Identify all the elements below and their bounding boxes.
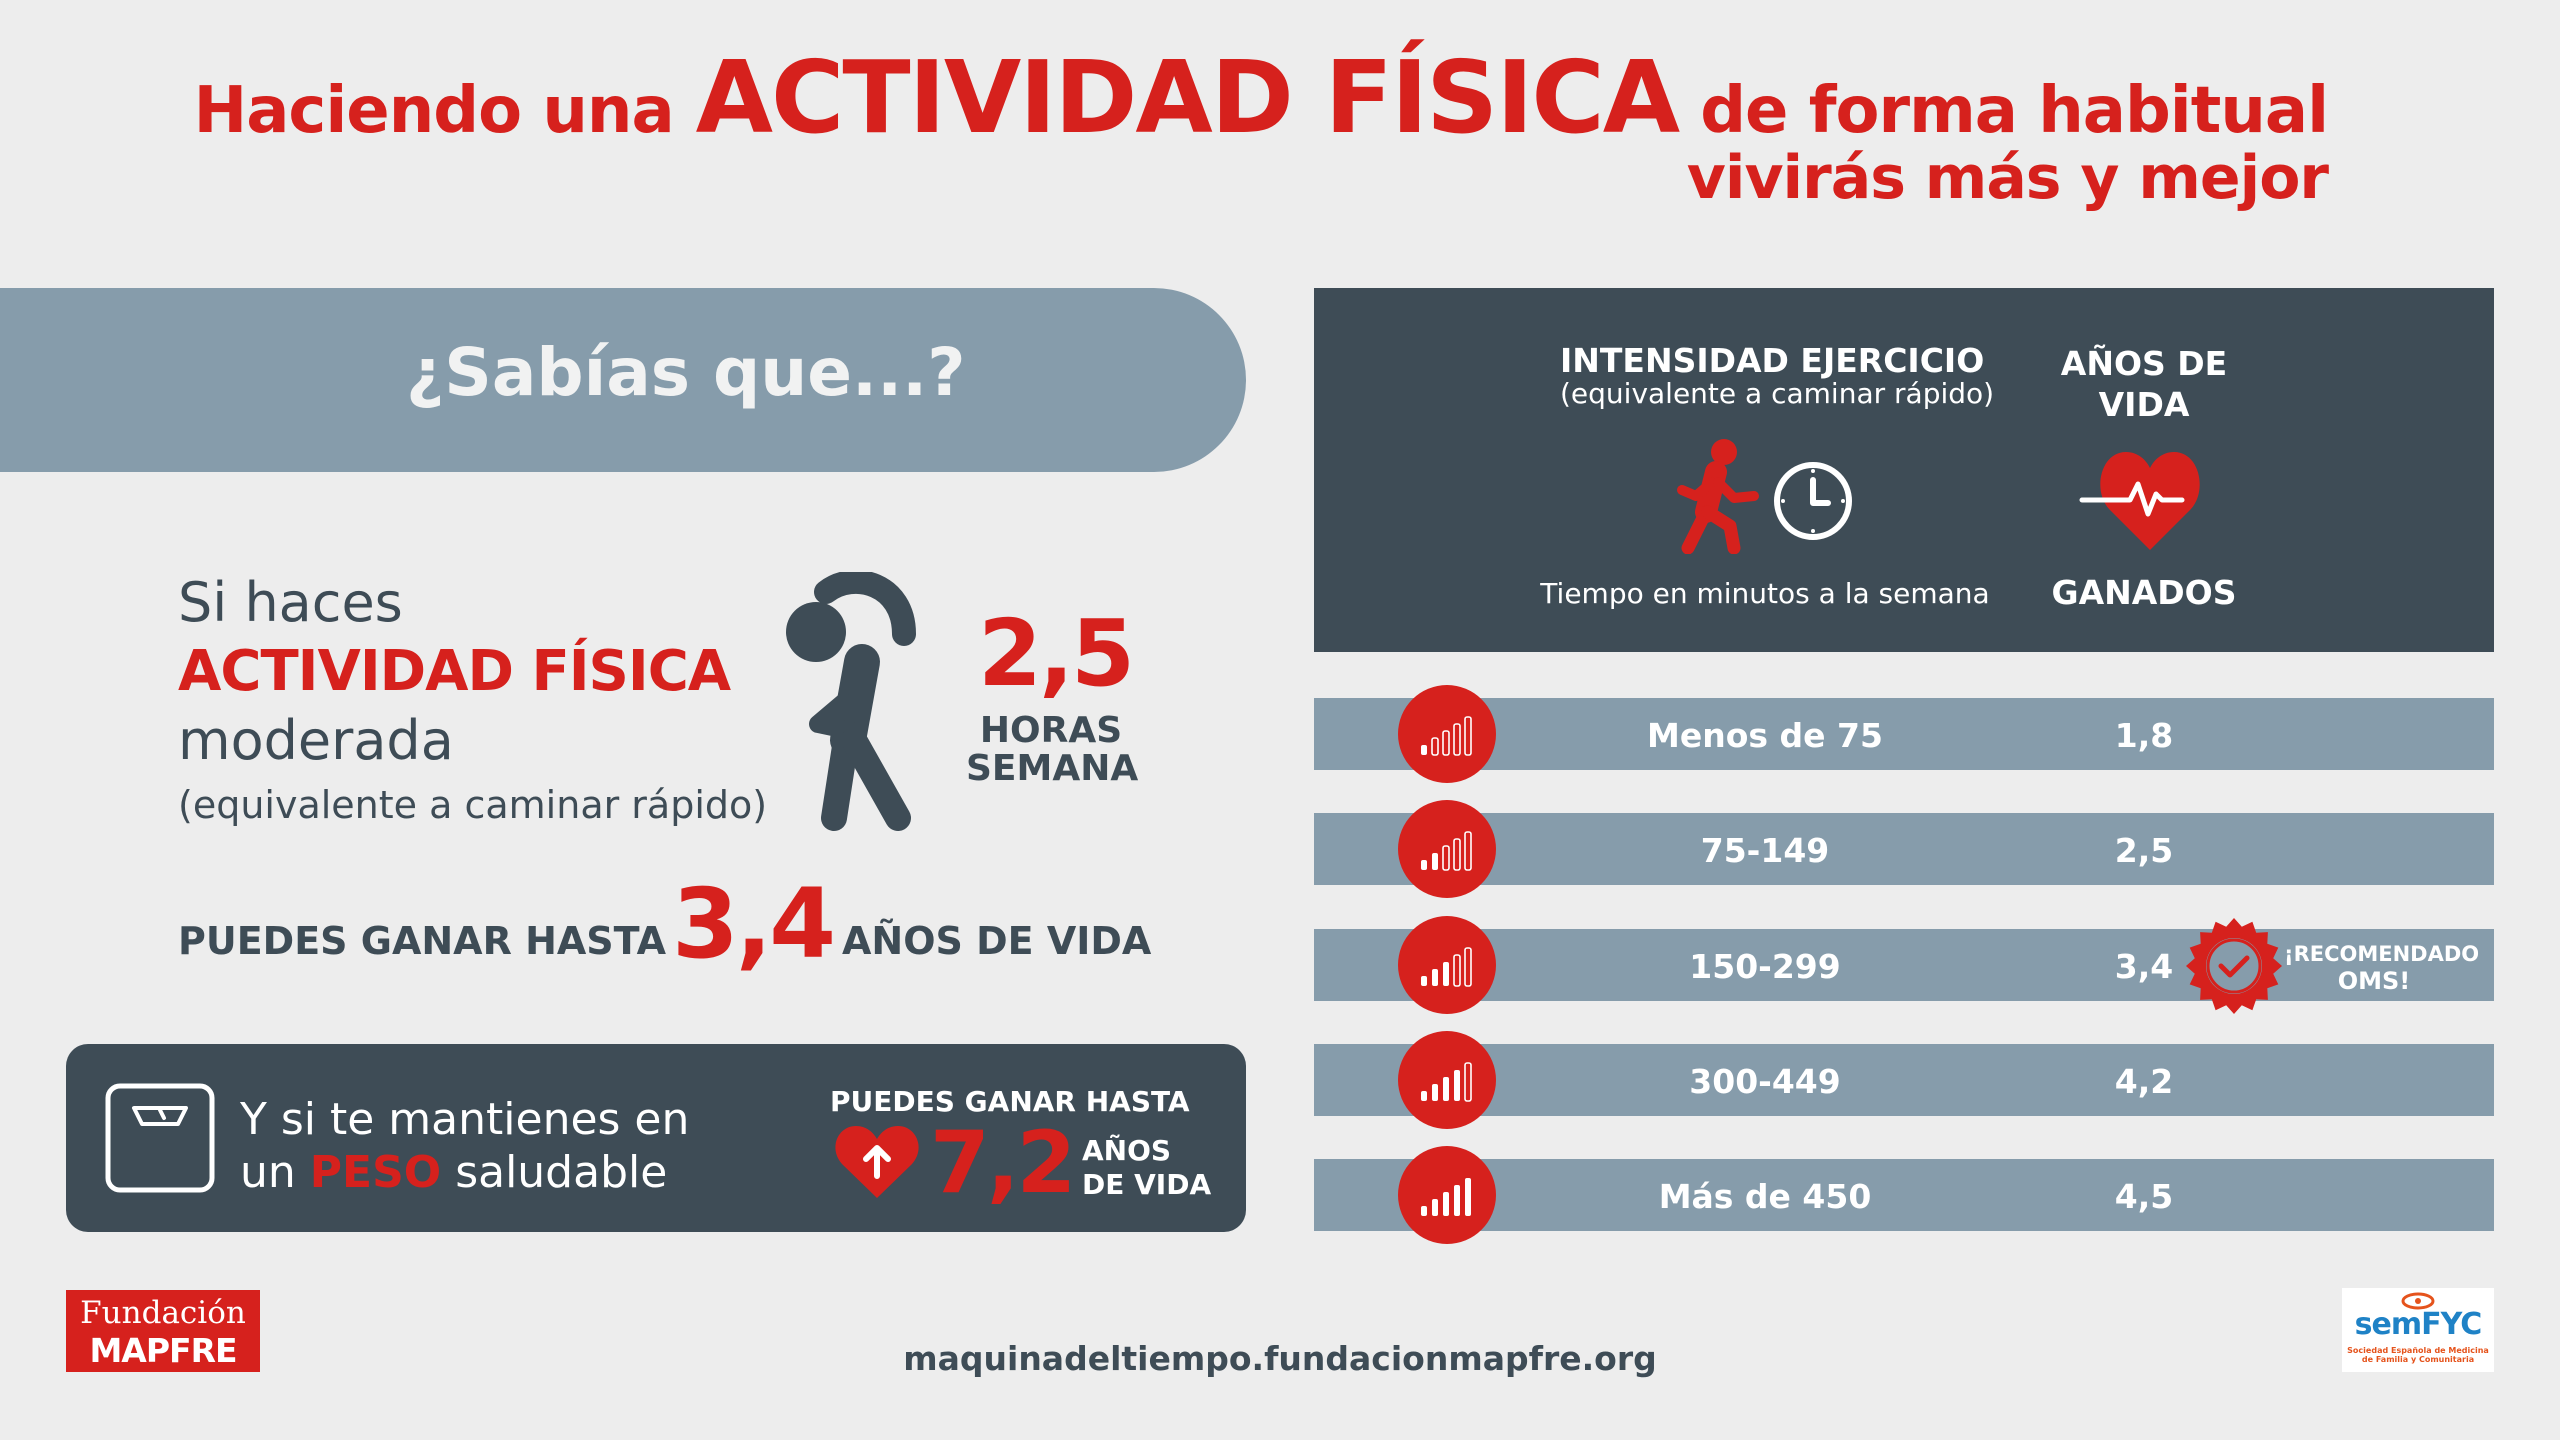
equivalente-text: (equivalente a caminar rápido) [178,783,768,827]
row-range: Más de 450 [1658,1177,1872,1216]
row-range: 300-449 [1689,1062,1841,1101]
peso-years-label: AÑOS DE VIDA [1082,1134,1211,1201]
row-years: 3,4 [2114,947,2174,986]
row-years: 4,2 [2114,1062,2174,1101]
check-badge-icon [2186,918,2282,1014]
col2-foot: GANADOS [2051,573,2237,612]
peso-text: Y si te mantienes en un PESO saludable [240,1094,689,1200]
recommended-2: OMS! [2337,967,2411,996]
col1-title: INTENSIDAD EJERCICIO [1560,341,1985,380]
title-suffix: de forma habitual [1700,74,2329,148]
clock-icon [1774,462,1852,540]
title-line-2: vivirás más y mejor [1686,143,2329,213]
hours-label-1: HORAS [979,710,1123,751]
signal-bar [1432,1084,1438,1101]
signal-bars-icon [1398,800,1496,898]
gain-prefix: PUEDES GANAR HASTA [178,919,667,963]
signal-bar [1432,969,1438,986]
signal-bars-icon [1398,916,1496,1014]
website-url[interactable]: maquinadeltiempo.fundacionmapfre.org [903,1339,1657,1378]
col1-sub: (equivalente a caminar rápido) [1560,377,1995,410]
title-line-1: Haciendo una ACTIVIDAD FÍSICA de forma hab… [193,48,2329,148]
row-range: 75-149 [1700,831,1830,870]
signal-bar [1454,1070,1460,1101]
scale-icon [105,1083,215,1193]
signal-bars-icon [1398,1031,1496,1129]
row-years: 1,8 [2114,716,2174,755]
peso-box [66,1044,1246,1232]
row-range: Menos de 75 [1647,716,1883,755]
sabias-banner [0,288,1246,472]
signal-bar [1453,954,1461,987]
row-years: 2,5 [2114,831,2174,870]
peso-years-2: DE VIDA [1082,1167,1212,1201]
signal-bar [1432,853,1438,870]
table-row [1314,1159,2494,1231]
table-header [1314,288,2494,652]
hours-label-2: SEMANA [966,747,1139,789]
signal-bar [1432,1199,1438,1216]
mapfre-logo-line-2: MAPFRE [89,1331,237,1370]
signal-bars-icon [1398,1146,1496,1244]
signal-bar [1464,1062,1472,1102]
gain-value: 3,4 [672,868,836,980]
peso-un: un [240,1146,296,1198]
peso-saludable: saludable [455,1146,668,1198]
mapfre-logo-line-1: Fundación [80,1295,246,1331]
signal-bar [1421,745,1427,755]
signal-bar [1421,1091,1427,1101]
recommended-label: ¡RECOMENDADO OMS! [2284,942,2480,996]
hours-value: 2,5 [978,600,1135,707]
signal-bar [1421,976,1427,986]
row-range: 150-299 [1689,947,1841,986]
signal-bar [1443,1077,1449,1101]
col1-foot: Tiempo en minutos a la semana [1540,577,1990,610]
signal-bars-icon [1398,685,1496,783]
signal-bar [1464,947,1472,987]
title-highlight: ACTIVIDAD FÍSICA [695,39,1681,156]
signal-bar [1442,730,1450,756]
table-row [1314,1044,2494,1116]
signal-bar [1454,1185,1460,1216]
semfyc-emblem-icon [2401,1292,2435,1310]
moderada-text: moderada [178,709,454,772]
signal-bar [1453,723,1461,756]
signal-bar [1464,716,1472,756]
signal-bar [1442,845,1450,871]
actividad-fisica-text: ACTIVIDAD FÍSICA [178,639,731,704]
sabias-text: ¿Sabías que...? [406,334,966,411]
hours-label: HORAS SEMANA [966,710,1139,789]
heart-up-icon [835,1126,919,1198]
peso-line-1: Y si te mantienes en [240,1094,690,1145]
peso-gain-value: 7,2 [930,1113,1076,1213]
title-prefix: Haciendo una [193,74,675,148]
heart-pulse-icon [2079,452,2200,550]
signal-bar [1431,737,1439,756]
si-haces-text: Si haces [178,571,403,634]
signal-bar [1421,1206,1427,1216]
semfyc-name: semFYC [2354,1307,2483,1342]
signal-bar [1443,962,1449,986]
recommended-1: ¡RECOMENDADO [2284,942,2480,966]
fundacion-mapfre-logo [66,1290,260,1372]
peso-gain-label: PUEDES GANAR HASTA [830,1085,1190,1118]
walking-person-icon [1677,439,1759,554]
signal-bar [1421,860,1427,870]
peso-line-2: un PESO saludable [240,1147,689,1200]
signal-bar [1443,1192,1449,1216]
signal-bar [1465,1178,1471,1216]
row-years: 4,5 [2114,1177,2174,1216]
table-row [1314,929,2494,1001]
peso-years-1: AÑOS [1082,1134,1172,1167]
stretching-person-icon [786,572,916,831]
signal-bar [1464,831,1472,871]
signal-bar [1453,838,1461,871]
table-row [1314,698,2494,770]
col2-title: AÑOS DE VIDA [2060,344,2228,424]
table-row [1314,813,2494,885]
peso-word: PESO [309,1146,442,1198]
semfyc-subtitle: Sociedad Española de Medicina de Familia… [2347,1346,2489,1365]
gain-suffix: AÑOS DE VIDA [842,919,1152,963]
